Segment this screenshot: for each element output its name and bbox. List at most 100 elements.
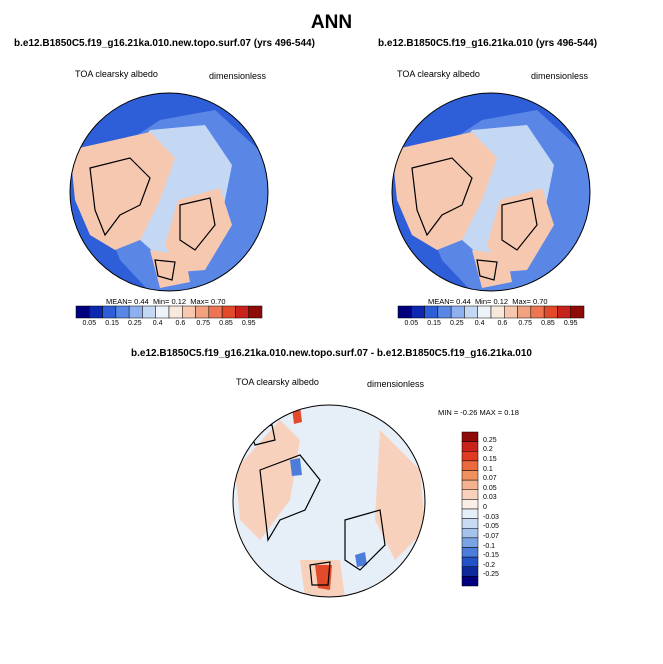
land-region-eurasia [70, 132, 175, 250]
colorbar-swatch [437, 305, 452, 319]
colorbar-tick-label: -0.15 [483, 552, 499, 560]
colorbar-swatch [221, 305, 236, 319]
colorbar-tick-label: 0.75 [196, 320, 210, 327]
colorbar-swatch [464, 305, 478, 319]
colorbar-swatch [543, 305, 558, 319]
map-panel-1 [70, 93, 268, 291]
colorbar-swatch [450, 305, 465, 319]
map-panel-diff [233, 405, 425, 597]
colorbar-swatch [461, 508, 479, 519]
colorbar-tick-label: 0.75 [518, 320, 532, 327]
colorbar-swatch [461, 499, 479, 510]
colorbar-tick-label: 0.07 [483, 475, 497, 483]
colorbar-tick-label: 0.15 [483, 455, 497, 463]
land-region-south [150, 250, 190, 288]
colorbar-swatch [461, 528, 479, 539]
map-panel-2-border [391, 92, 591, 292]
colorbar-tick-label: -0.1 [483, 542, 496, 550]
colorbar-panel-1-ticks: 0.05 0.15 0.25 0.4 0.6 0.75 0.85 0.95 [76, 320, 262, 332]
colorbar-swatch [461, 460, 479, 471]
panel-1-heading: b.e12.B1850C5.f19_g16.21ka.010.new.topo.… [14, 38, 315, 49]
land-region-south [472, 250, 512, 288]
colorbar-diff [461, 431, 479, 587]
coastlines [89, 157, 216, 281]
colorbar-swatch [411, 305, 425, 319]
colorbar-swatch [461, 566, 479, 577]
colorbar-tick-label: 0.25 [128, 320, 142, 327]
colorbar-tick-label: 0.05 [82, 320, 97, 327]
colorbar-swatch [208, 305, 223, 319]
colorbar-swatch [461, 431, 479, 442]
colorbar-tick-label: 0.6 [497, 320, 508, 327]
map-panel-diff-border [232, 404, 426, 598]
colorbar-swatch [102, 305, 117, 319]
panel-2-units-label: dimensionless [531, 71, 589, 81]
colorbar-swatch [461, 518, 479, 529]
colorbar-tick-label: 0.1 [483, 465, 493, 473]
colorbar-swatch [128, 305, 143, 319]
colorbar-tick-label: -0.05 [483, 523, 499, 531]
colorbar-swatch [461, 537, 479, 548]
colorbar-tick-label: -0.2 [483, 561, 496, 569]
colorbar-swatch [504, 305, 518, 319]
colorbar-swatch [461, 479, 479, 490]
colorbar-swatch [248, 305, 263, 319]
colorbar-tick-label: 0.4 [474, 320, 485, 327]
colorbar-tick-label: -0.07 [483, 532, 499, 540]
colorbar-tick-label: -0.25 [483, 571, 499, 579]
colorbar-swatch [530, 305, 545, 319]
colorbar-tick-label: 0.15 [427, 320, 441, 327]
colorbar-swatch [75, 305, 90, 319]
colorbar-swatch [182, 305, 196, 319]
colorbar-swatch [142, 305, 156, 319]
colorbar-tick-label: 0.25 [450, 320, 464, 327]
land-region-america [165, 188, 232, 272]
colorbar-tick-label: 0.6 [175, 320, 186, 327]
colorbar-swatch [461, 441, 479, 452]
diff-variable-label: TOA clearsky albedo [236, 377, 319, 387]
diff-negative-region [290, 458, 367, 567]
map-panel-1-border [69, 92, 269, 292]
colorbar-tick-label: 0.4 [152, 320, 163, 327]
colorbar-tick-label: 0.95 [241, 320, 256, 327]
panel-1-stats: MEAN= 0.44 Min= 0.12 Max= 0.70 [106, 297, 226, 306]
diff-heading: b.e12.B1850C5.f19_g16.21ka.010.new.topo.… [131, 348, 532, 359]
colorbar-swatch [235, 305, 249, 319]
colorbar-swatch [397, 305, 412, 319]
colorbar-tick-label: 0 [483, 504, 487, 511]
diff-warm-region [235, 420, 300, 540]
colorbar-panel-2 [397, 305, 585, 319]
coastlines [249, 424, 386, 586]
colorbar-swatch [168, 305, 183, 319]
colorbar-swatch [195, 305, 210, 319]
colorbar-swatch [461, 451, 479, 462]
colorbar-swatch [424, 305, 439, 319]
panel-2-stats: MEAN= 0.44 Min= 0.12 Max= 0.70 [428, 297, 548, 306]
colorbar-tick-label: 0.03 [483, 494, 497, 502]
colorbar-swatch [461, 556, 479, 567]
colorbar-swatch [477, 305, 492, 319]
colorbar-tick-label: 0.15 [105, 320, 119, 327]
colorbar-swatch [461, 576, 479, 587]
panel-2-heading: b.e12.B1850C5.f19_g16.21ka.010 (yrs 496-… [378, 38, 598, 49]
land-region-eurasia [392, 132, 497, 250]
colorbar-tick-label: 0.85 [541, 320, 555, 327]
colorbar-swatch [570, 305, 585, 319]
colorbar-swatch [89, 305, 103, 319]
colorbar-panel-2-ticks: 0.05 0.15 0.25 0.4 0.6 0.75 0.85 0.95 [398, 320, 584, 332]
colorbar-tick-label: -0.03 [483, 513, 499, 521]
coastlines [411, 157, 538, 281]
diff-warm-region [375, 430, 425, 560]
panel-1-variable-label: TOA clearsky albedo [75, 69, 158, 79]
colorbar-tick-label: 0.05 [483, 484, 497, 492]
panel-1-units-label: dimensionless [209, 71, 267, 81]
colorbar-diff-ticks: 0.25 0.2 0.15 0.1 0.07 0.05 0.03 0 -0.03 -0.05 -0.… [483, 432, 513, 586]
colorbar-panel-1 [75, 305, 263, 319]
diff-stats: MIN = -0.26 MAX = 0.18 [438, 408, 519, 417]
diff-positive-max [292, 406, 332, 590]
colorbar-swatch [461, 547, 479, 558]
colorbar-swatch [115, 305, 130, 319]
land-region-america [487, 188, 554, 272]
colorbar-tick-label: 0.25 [483, 436, 497, 444]
